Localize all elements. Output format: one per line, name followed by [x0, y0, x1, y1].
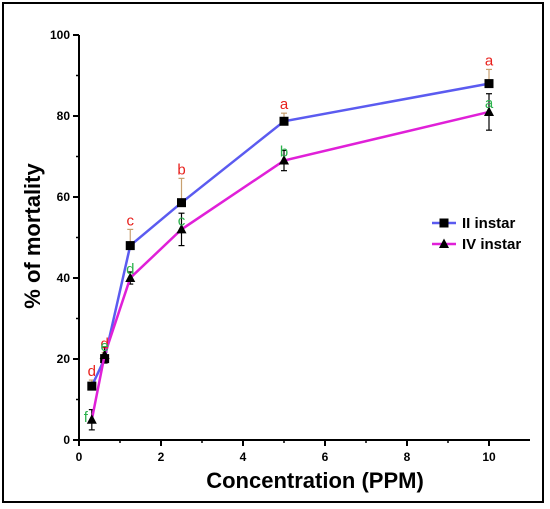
y-tick-label: 100 — [50, 28, 70, 42]
series-ii-instar — [87, 68, 494, 391]
y-axis-title: % of mortality — [20, 163, 45, 309]
data-point — [86, 414, 97, 424]
data-point — [176, 223, 187, 234]
x-tick-label: 4 — [240, 450, 247, 464]
series-line — [90, 82, 490, 387]
data-point — [279, 116, 289, 126]
x-tick-label: 10 — [482, 450, 496, 464]
series-iv-instar — [86, 93, 494, 431]
significance-letter: a — [485, 52, 494, 69]
y-tick-label: 0 — [63, 433, 70, 447]
significance-letter: f — [84, 409, 89, 426]
data-point — [87, 381, 97, 391]
significance-letter: e — [100, 338, 108, 355]
significance-letter: a — [485, 95, 494, 112]
x-tick-label: 2 — [158, 450, 165, 464]
x-axis-title: Concentration (PPM) — [206, 468, 424, 493]
x-tick-label: 8 — [404, 450, 411, 464]
y-tick-label: 20 — [57, 352, 71, 366]
y-tick-label: 80 — [57, 109, 71, 123]
x-tick-label: 0 — [76, 450, 83, 464]
x-tick-label: 6 — [322, 450, 329, 464]
y-tick-label: 60 — [57, 190, 71, 204]
legend-marker — [439, 218, 449, 228]
data-point — [484, 106, 494, 116]
significance-letter: c — [178, 212, 186, 229]
significance-letter: b — [280, 144, 288, 161]
data-point — [125, 272, 136, 282]
legend-label: II instar — [462, 215, 516, 232]
y-tick-labels: 0 20 40 60 80 100 — [50, 28, 70, 447]
y-tick-label: 40 — [57, 271, 71, 285]
legend-marker — [439, 238, 449, 248]
legend: II instar IV instar — [432, 215, 521, 253]
legend-label: IV instar — [462, 236, 521, 253]
series-line — [90, 110, 490, 420]
significance-letter: d — [88, 363, 96, 380]
significance-letter: d — [126, 261, 134, 278]
significance-letter: b — [177, 161, 185, 178]
axes-layer — [73, 34, 530, 446]
data-point — [99, 349, 110, 359]
data-point — [484, 79, 494, 89]
data-point — [279, 155, 289, 165]
significance-letter: c — [127, 212, 135, 229]
series-layer — [86, 68, 494, 431]
data-point — [125, 241, 135, 251]
significance-letter: a — [280, 96, 289, 113]
data-point — [177, 198, 186, 208]
x-tick-labels: 0 2 4 6 8 10 — [76, 450, 496, 464]
significance-letter: d — [100, 336, 108, 353]
